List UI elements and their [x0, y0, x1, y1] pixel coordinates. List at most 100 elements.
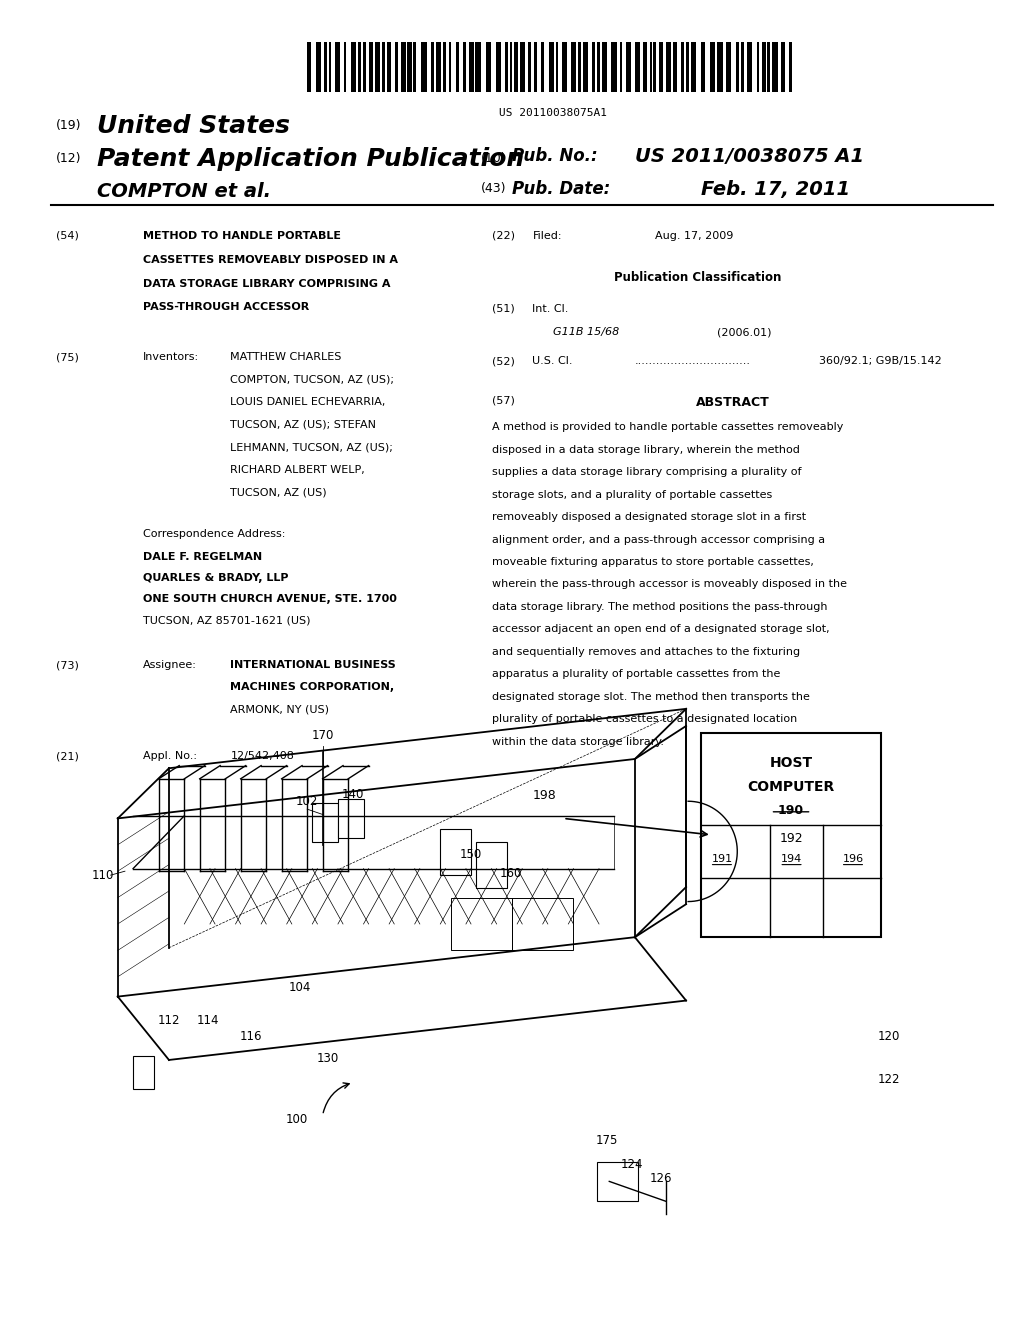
Text: 110: 110 [91, 869, 114, 882]
Text: G11B 15/68: G11B 15/68 [553, 327, 620, 338]
Bar [421, 42, 427, 92]
Text: 104: 104 [289, 981, 311, 994]
Text: (21): (21) [56, 751, 79, 762]
Text: 12/542,408: 12/542,408 [230, 751, 294, 762]
Text: accessor adjacent an open end of a designated storage slot,: accessor adjacent an open end of a desig… [492, 624, 829, 635]
Bar [351, 42, 356, 92]
Text: MACHINES CORPORATION,: MACHINES CORPORATION, [230, 682, 394, 693]
Text: Publication Classification: Publication Classification [614, 271, 781, 284]
Text: supplies a data storage library comprising a plurality of: supplies a data storage library comprisi… [492, 467, 801, 478]
Text: INTERNATIONAL BUSINESS: INTERNATIONAL BUSINESS [230, 660, 396, 671]
Bar [780, 42, 784, 92]
Bar [312, 803, 338, 842]
Bar [690, 42, 696, 92]
Bar [315, 42, 321, 92]
Bar [666, 42, 672, 92]
Text: U.S. Cl.: U.S. Cl. [532, 356, 573, 367]
Text: Pub. No.:: Pub. No.: [512, 147, 598, 165]
Text: (22): (22) [492, 231, 514, 242]
Bar [578, 42, 582, 92]
Text: DATA STORAGE LIBRARY COMPRISING A: DATA STORAGE LIBRARY COMPRISING A [143, 279, 391, 289]
Bar [620, 42, 623, 92]
Text: ONE SOUTH CHURCH AVENUE, STE. 1700: ONE SOUTH CHURCH AVENUE, STE. 1700 [143, 594, 397, 605]
Bar [535, 42, 537, 92]
Text: HOST: HOST [769, 756, 813, 771]
Text: DALE F. REGELMAN: DALE F. REGELMAN [143, 552, 262, 562]
Bar [362, 42, 367, 92]
Text: ARMONK, NY (US): ARMONK, NY (US) [230, 705, 330, 715]
Bar [746, 42, 752, 92]
Text: US 20110038075A1: US 20110038075A1 [499, 108, 607, 119]
Bar [520, 42, 525, 92]
Text: 102: 102 [296, 795, 318, 808]
Bar [338, 799, 364, 838]
Text: PASS-THROUGH ACCESSOR: PASS-THROUGH ACCESSOR [143, 302, 309, 313]
Text: 192: 192 [779, 832, 803, 845]
Bar [635, 42, 640, 92]
Text: TUCSON, AZ (US); STEFAN: TUCSON, AZ (US); STEFAN [230, 420, 377, 430]
Text: 120: 120 [878, 1030, 900, 1043]
Bar [431, 42, 434, 92]
Text: apparatus a plurality of portable cassettes from the: apparatus a plurality of portable casset… [492, 669, 780, 680]
Bar [583, 42, 589, 92]
Text: within the data storage library.: within the data storage library. [492, 737, 664, 747]
Text: 190: 190 [778, 804, 804, 817]
Text: 150: 150 [460, 847, 482, 861]
Text: RICHARD ALBERT WELP,: RICHARD ALBERT WELP, [230, 465, 366, 475]
Bar [528, 42, 531, 92]
Text: ABSTRACT: ABSTRACT [696, 396, 770, 409]
Bar [549, 42, 554, 92]
Bar [414, 42, 416, 92]
Text: TUCSON, AZ 85701-1621 (US): TUCSON, AZ 85701-1621 (US) [143, 615, 311, 626]
Bar [542, 42, 544, 92]
Text: Int. Cl.: Int. Cl. [532, 304, 569, 314]
Bar [512, 898, 573, 950]
Text: 126: 126 [649, 1172, 672, 1185]
Bar [329, 42, 331, 92]
Text: TUCSON, AZ (US): TUCSON, AZ (US) [230, 487, 327, 498]
Text: ................................: ................................ [635, 356, 751, 367]
Bar [562, 42, 567, 92]
Bar [344, 42, 346, 92]
Bar [772, 42, 778, 92]
Bar [701, 733, 881, 937]
Text: alignment order, and a pass-through accessor comprising a: alignment order, and a pass-through acce… [492, 535, 824, 545]
Text: (12): (12) [56, 152, 82, 165]
Bar [659, 42, 663, 92]
Bar [510, 42, 512, 92]
Bar [571, 42, 577, 92]
Bar [443, 42, 445, 92]
Bar [597, 42, 600, 92]
Text: removeably disposed a designated storage slot in a first: removeably disposed a designated storage… [492, 512, 806, 523]
Text: 140: 140 [342, 788, 365, 801]
Bar [686, 42, 689, 92]
Bar [736, 42, 739, 92]
Bar [497, 42, 501, 92]
Text: COMPTON, TUCSON, AZ (US);: COMPTON, TUCSON, AZ (US); [230, 375, 394, 385]
Bar [395, 42, 398, 92]
Text: 196: 196 [843, 854, 863, 865]
Bar [469, 42, 473, 92]
Bar [307, 42, 310, 92]
Text: 198: 198 [532, 789, 556, 803]
Text: Feb. 17, 2011: Feb. 17, 2011 [701, 180, 851, 198]
Text: Inventors:: Inventors: [143, 352, 200, 363]
Text: 191: 191 [712, 854, 732, 865]
Bar [597, 1162, 638, 1201]
Text: 122: 122 [878, 1073, 900, 1086]
Bar [456, 42, 459, 92]
Bar [358, 42, 361, 92]
Bar [762, 42, 766, 92]
Text: (73): (73) [56, 660, 79, 671]
Text: (57): (57) [492, 396, 514, 407]
Text: 116: 116 [240, 1030, 262, 1043]
Text: 194: 194 [781, 854, 802, 865]
Text: METHOD TO HANDLE PORTABLE: METHOD TO HANDLE PORTABLE [143, 231, 341, 242]
Bar [788, 42, 793, 92]
Bar [653, 42, 655, 92]
Bar [611, 42, 616, 92]
Text: disposed in a data storage library, wherein the method: disposed in a data storage library, wher… [492, 445, 800, 455]
Bar [449, 42, 452, 92]
Text: 160: 160 [500, 867, 522, 880]
Text: 100: 100 [286, 1113, 308, 1126]
